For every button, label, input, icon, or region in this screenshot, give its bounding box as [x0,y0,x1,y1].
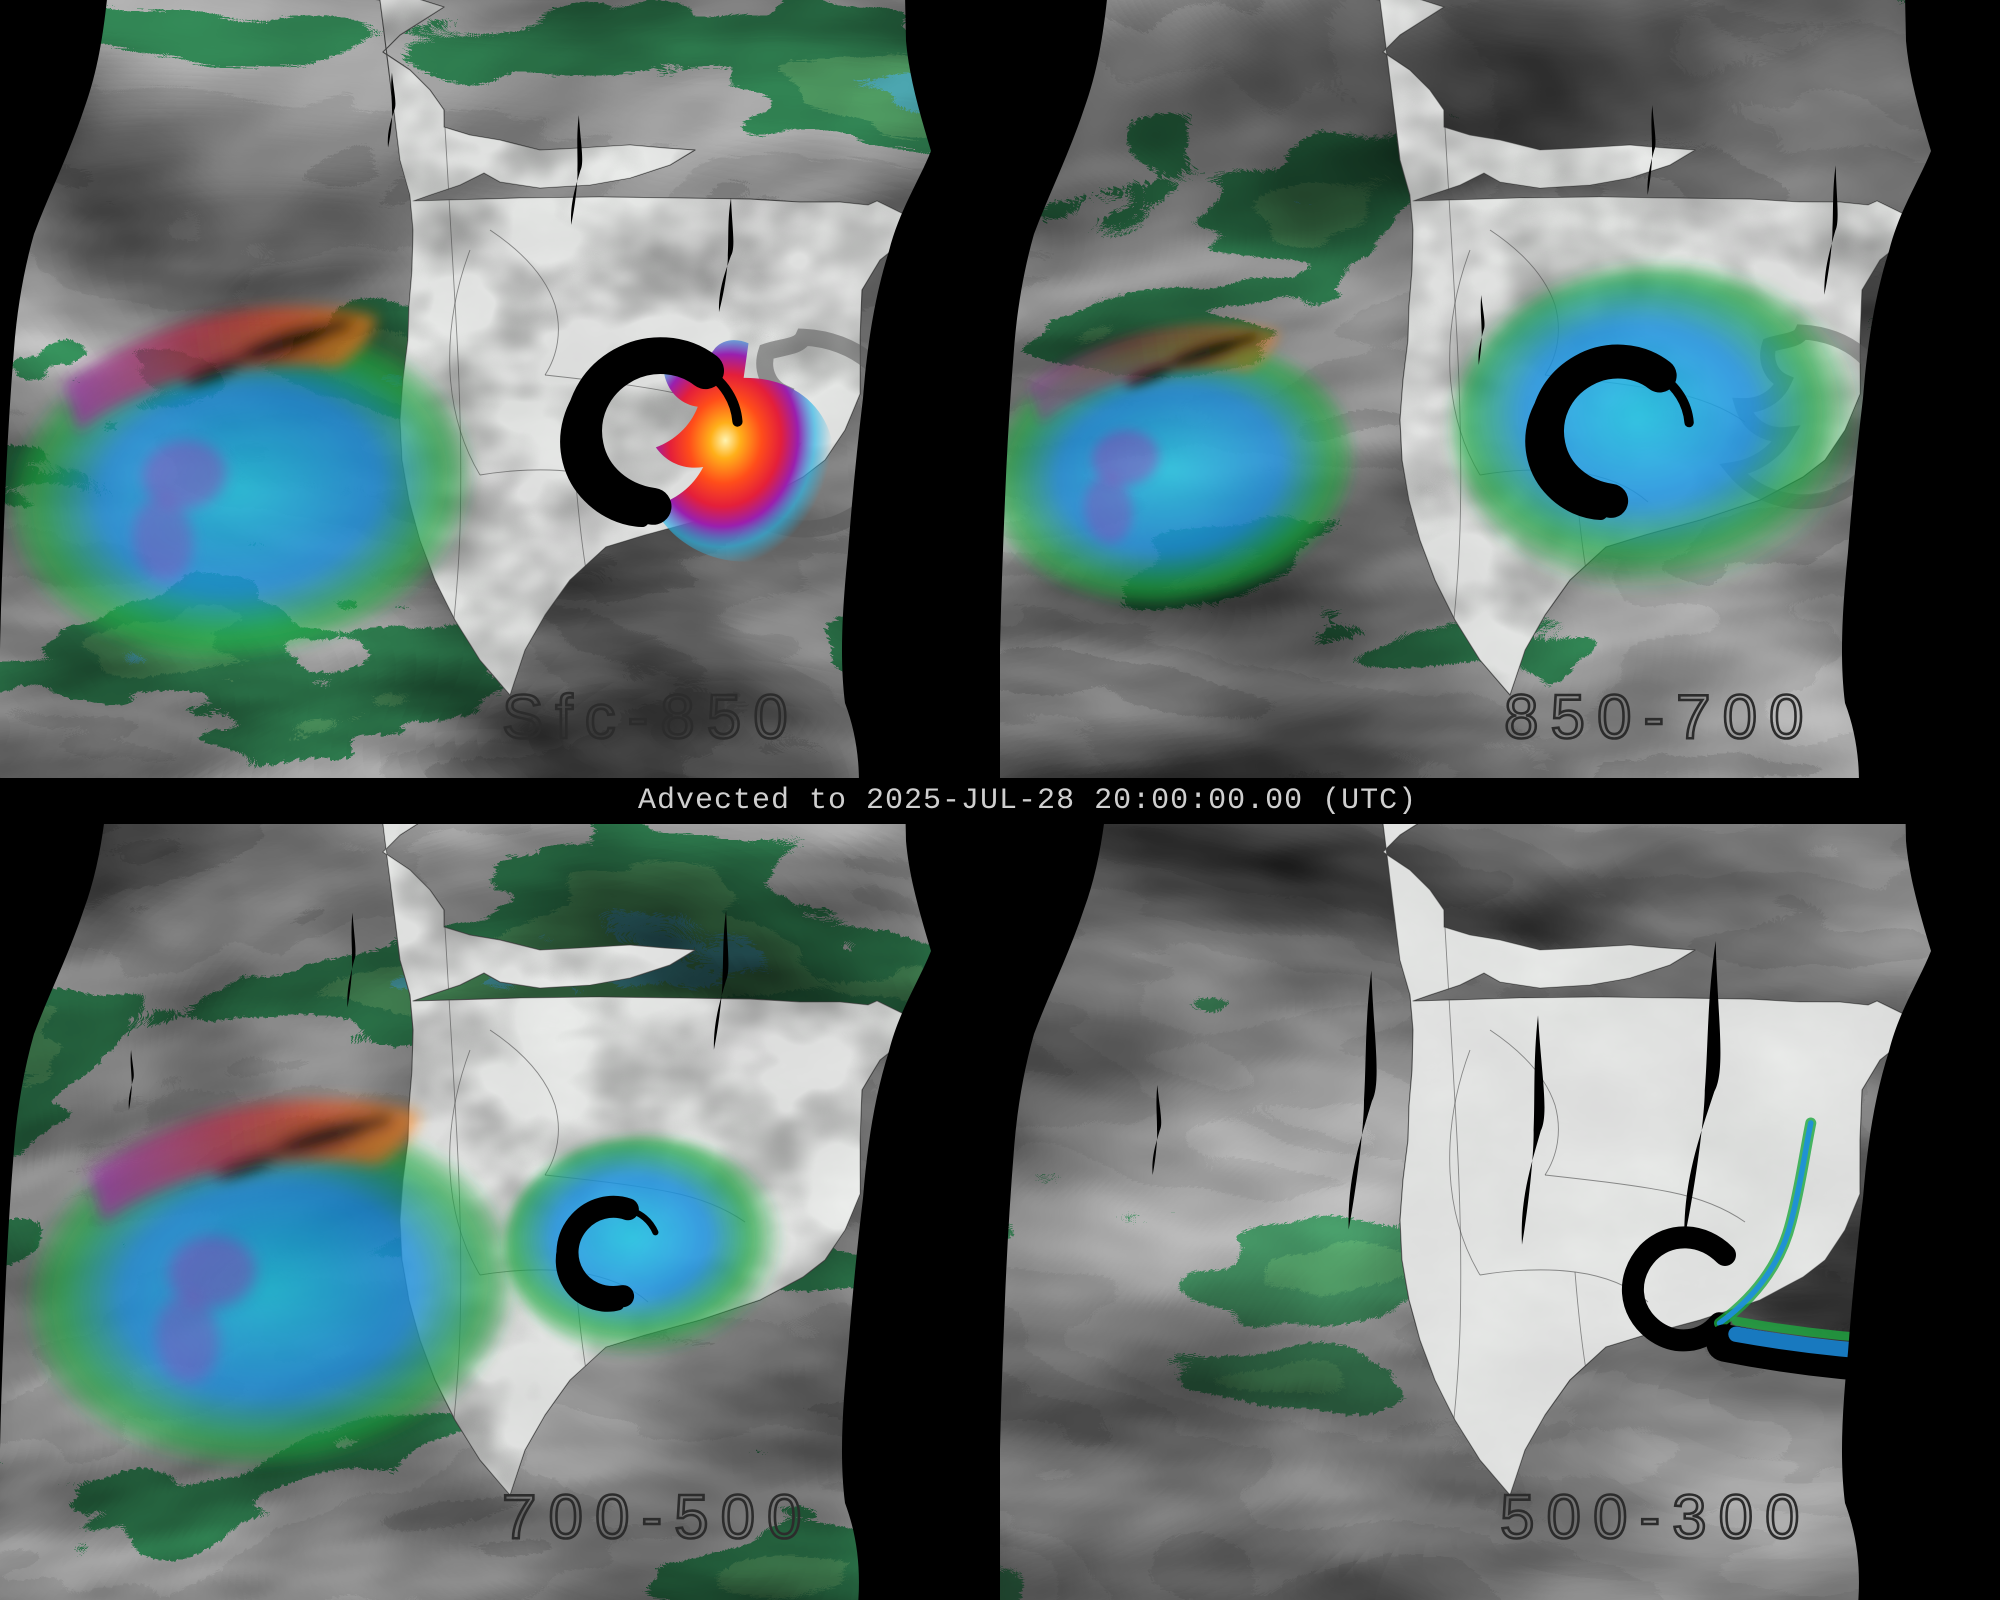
svg-text:700-500: 700-500 [502,1483,814,1552]
svg-text:500-300: 500-300 [1500,1483,1812,1552]
svg-text:850-700: 850-700 [1504,683,1816,752]
svg-text:Sfc-850: Sfc-850 [502,683,800,752]
